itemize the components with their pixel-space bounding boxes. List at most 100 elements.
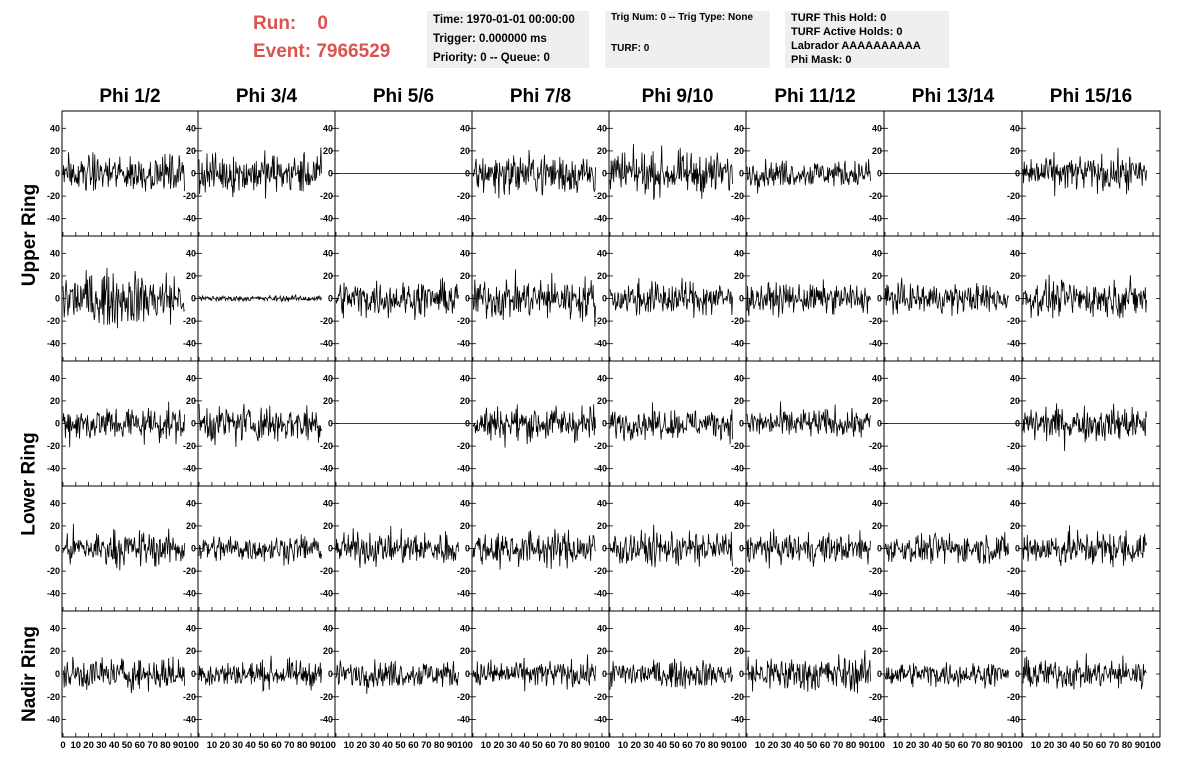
y-tick-label: -40 [869, 339, 882, 349]
y-tick-label: 0 [877, 169, 882, 179]
waveform-series [62, 267, 185, 329]
y-tick-label: 20 [872, 396, 882, 406]
x-tick-label: 70 [833, 740, 844, 751]
y-tick-label: -20 [457, 692, 470, 702]
x-tick-label: 30 [369, 740, 380, 751]
y-tick-label: 0 [55, 419, 60, 429]
y-tick-label: 20 [460, 146, 470, 156]
panel-r2-c7: -40 -20 0 20 40 [1007, 360, 1161, 487]
waveform-series [746, 649, 871, 694]
panel-r0-c0: -40 -20 0 20 40 [47, 110, 199, 237]
x-tick-label: 100 [1007, 740, 1023, 751]
y-tick-label: 20 [323, 521, 333, 531]
y-tick-label: 40 [323, 623, 333, 633]
x-tick-label: 70 [558, 740, 569, 751]
y-tick-label: 0 [739, 419, 744, 429]
y-tick-label: 20 [323, 646, 333, 656]
column-header-phi-7-8: Phi 7/8 [509, 86, 572, 107]
y-tick-label: -20 [47, 692, 60, 702]
y-tick-label: 40 [323, 123, 333, 133]
time-trigger-box: Time: 1970-01-01 00:00:00 Trigger: 0.000… [427, 11, 589, 68]
y-tick-label: -40 [183, 339, 196, 349]
y-tick-label: -40 [47, 715, 60, 725]
column-header-phi-1-2: Phi 1/2 [99, 86, 161, 107]
x-tick-label: 80 [708, 740, 719, 751]
y-tick-label: -20 [183, 441, 196, 451]
x-tick-label: 80 [297, 740, 308, 751]
y-tick-label: 0 [739, 169, 744, 179]
turf-this-hold-text: TURF This Hold: 0 [791, 12, 887, 24]
y-tick-label: 40 [734, 123, 744, 133]
y-tick-label: -40 [731, 214, 744, 224]
panel-r2-c3: -40 -20 0 20 40 [457, 360, 610, 487]
event-value: 7966529 [316, 41, 391, 62]
x-tick-label: 20 [83, 740, 94, 751]
y-tick-label: -20 [869, 441, 882, 451]
y-tick-label: -20 [1007, 566, 1020, 576]
x-tick-label: 70 [695, 740, 706, 751]
y-tick-label: 20 [1010, 521, 1020, 531]
x-tick-label: 40 [382, 740, 393, 751]
x-tick-label: 20 [631, 740, 642, 751]
y-tick-label: 0 [1015, 294, 1020, 304]
x-tick-label: 40 [1070, 740, 1081, 751]
panel-r4-c3: -40 -20 0 20 40 [457, 610, 610, 738]
x-tick-label: 10 [207, 740, 218, 751]
x-tick-label: 100 [594, 740, 610, 751]
y-tick-label: 40 [460, 248, 470, 258]
y-tick-label: -20 [594, 566, 607, 576]
y-tick-label: 20 [872, 271, 882, 281]
x-tick-label: 20 [1044, 740, 1055, 751]
y-tick-label: 40 [323, 498, 333, 508]
x-tick-label: 80 [571, 740, 582, 751]
y-tick-label: 40 [1010, 623, 1020, 633]
y-tick-label: 20 [323, 146, 333, 156]
x-tick-label: 30 [919, 740, 930, 751]
y-tick-label: 20 [597, 271, 607, 281]
y-tick-label: -40 [457, 589, 470, 599]
x-tick-label: 100 [320, 740, 336, 751]
panel-r1-c3: -40 -20 0 20 40 [457, 235, 610, 362]
y-tick-label: -20 [320, 441, 333, 451]
turf-text: TURF: 0 [611, 43, 650, 54]
y-tick-label: 20 [186, 646, 196, 656]
y-tick-label: -20 [320, 191, 333, 201]
y-tick-label: 0 [602, 669, 607, 679]
x-tick-label: 90 [859, 740, 870, 751]
x-tick-label: 10 [618, 740, 629, 751]
y-tick-label: 40 [1010, 123, 1020, 133]
y-tick-label: -20 [320, 692, 333, 702]
run-value: 0 [317, 13, 328, 34]
panel-r4-c1: -40 -20 0 20 40 [183, 610, 336, 738]
y-tick-label: 20 [186, 396, 196, 406]
y-tick-label: -20 [457, 191, 470, 201]
x-tick-label: 20 [768, 740, 779, 751]
x-tick-label: 90 [447, 740, 458, 751]
x-tick-label: 10 [1031, 740, 1042, 751]
y-tick-label: 40 [50, 248, 60, 258]
x-tick-label: 30 [781, 740, 792, 751]
column-header-phi-11-12: Phi 11/12 [774, 86, 856, 107]
waveform-series [472, 149, 596, 199]
waveform-series [746, 279, 871, 318]
x-tick-label: 50 [395, 740, 406, 751]
panel-r4-c2: -40 -20 0 20 40 [320, 610, 473, 738]
y-tick-label: 0 [602, 169, 607, 179]
y-tick-label: -20 [183, 692, 196, 702]
x-tick-label: 10 [71, 740, 82, 751]
y-tick-label: -20 [457, 566, 470, 576]
x-tick-label: 70 [147, 740, 158, 751]
y-tick-label: 20 [1010, 646, 1020, 656]
waveform-series [62, 523, 185, 571]
y-tick-label: -20 [47, 441, 60, 451]
y-tick-label: 20 [460, 271, 470, 281]
panel-r1-c6: -40 -20 0 20 40 [869, 235, 1023, 362]
y-tick-label: -40 [183, 715, 196, 725]
waveform-series [609, 658, 733, 690]
y-tick-label: 0 [877, 669, 882, 679]
panel-r3-c4: -40 -20 0 20 40 [594, 485, 747, 612]
run-label: Run: [253, 13, 297, 34]
waveform-series [198, 534, 322, 566]
y-tick-label: 40 [50, 623, 60, 633]
x-tick-label: 80 [434, 740, 445, 751]
